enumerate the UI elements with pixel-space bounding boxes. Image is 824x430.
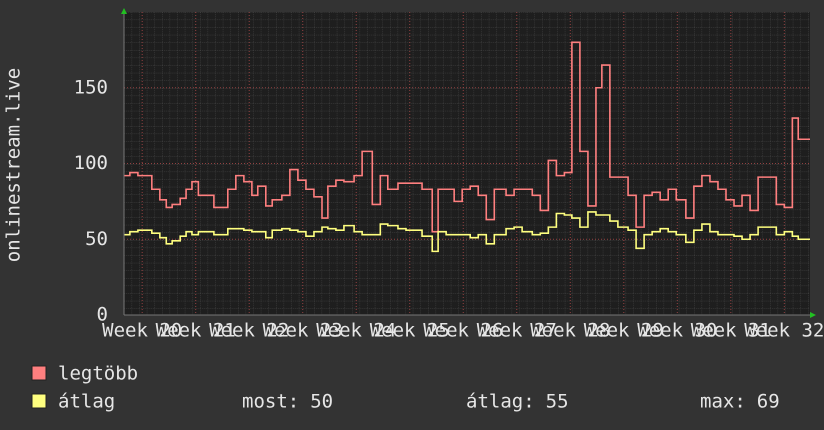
- x-tick-label: Week 29: [584, 320, 664, 342]
- lines: [124, 41, 810, 253]
- x-tick-label: Week 21: [156, 320, 236, 342]
- x-tick-label: Week 20: [102, 320, 182, 342]
- legend-swatch: [31, 365, 47, 381]
- y-tick-label: 50: [85, 228, 108, 250]
- legend-label: átlag: [58, 391, 115, 413]
- y-axis-label: onlinestream.live: [3, 68, 25, 262]
- x-tick-label: Week 27: [477, 320, 557, 342]
- stat-value: 69: [757, 391, 780, 413]
- y-tick-label: 150: [74, 76, 108, 98]
- x-tick-label: Week 25: [370, 320, 450, 342]
- stat-label: átlag:: [466, 391, 535, 413]
- stat-label: most:: [242, 391, 299, 413]
- axis-arrow: [121, 8, 127, 14]
- x-tick-label: Week 32: [744, 320, 824, 342]
- y-tick-label: 100: [74, 152, 108, 174]
- legend-swatch: [31, 393, 47, 409]
- x-tick-label: Week 22: [209, 320, 289, 342]
- x-tick-label: Week 23: [263, 320, 343, 342]
- x-tick-label: Week 31: [691, 320, 771, 342]
- stat-label: max:: [700, 391, 746, 413]
- x-tick-label: Week 28: [530, 320, 610, 342]
- stat-value: 55: [546, 391, 569, 413]
- axis-arrow: [810, 312, 816, 318]
- series-line: [124, 41, 810, 233]
- y-tick-label: 0: [97, 304, 108, 326]
- x-tick-label: Week 26: [423, 320, 503, 342]
- x-tick-label: Week 30: [637, 320, 717, 342]
- legend-label: legtöbb: [58, 363, 138, 385]
- stat-value: 50: [310, 391, 333, 413]
- legend: legtöbb átlag most: 50 átlag: 55 max: 69: [31, 363, 780, 413]
- x-tick-label: Week 24: [316, 320, 396, 342]
- series-line: [124, 211, 810, 253]
